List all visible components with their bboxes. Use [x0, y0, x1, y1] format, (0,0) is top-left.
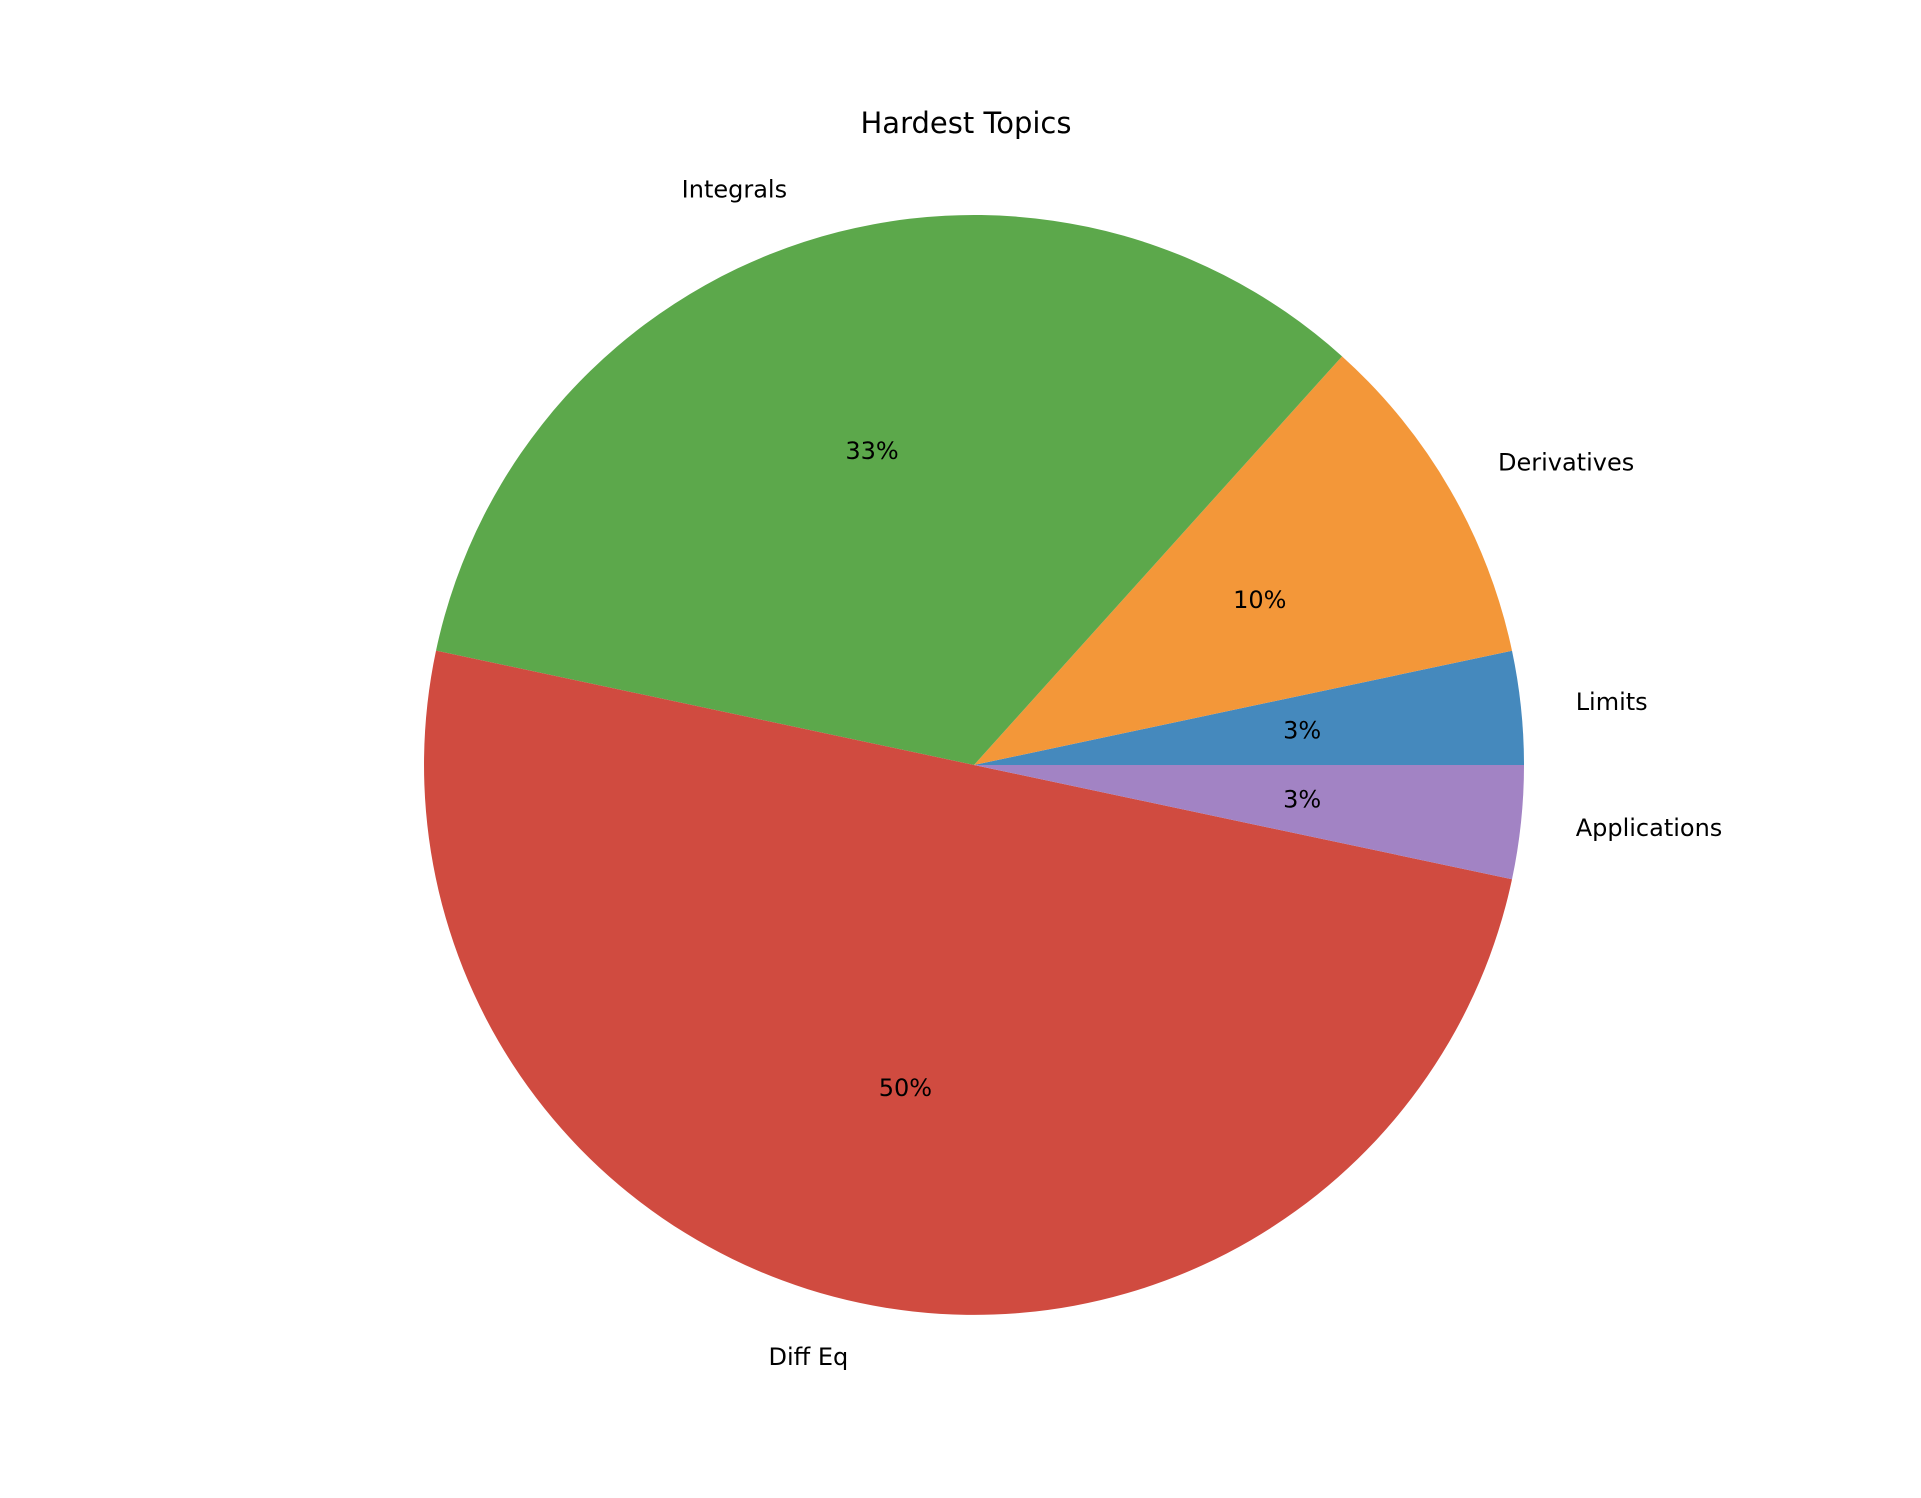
pie-slice-derivatives [974, 356, 1513, 765]
chart-title: Hardest Topics [861, 106, 1072, 140]
pie-slice-diff-eq [424, 650, 1513, 1315]
slice-percent-diff-eq: 50% [879, 1074, 932, 1102]
slice-label-limits: Limits [1576, 688, 1648, 716]
slice-label-derivatives: Derivatives [1498, 449, 1634, 477]
slice-percent-integrals: 33% [845, 437, 898, 465]
pie-slice-integrals [436, 215, 1343, 765]
slice-label-diff-eq: Diff Eq [769, 1343, 849, 1371]
pie-slice-limits [974, 650, 1524, 765]
slice-percent-limits: 3% [1283, 717, 1321, 745]
pie-slices [424, 215, 1524, 1315]
pie-slice-applications [974, 765, 1524, 880]
slice-percent-derivatives: 10% [1233, 586, 1286, 614]
pie-labels: Limits 3% Derivatives 10% Integrals 33% Diff E… [682, 176, 1723, 1371]
slice-label-applications: Applications [1576, 814, 1723, 842]
slice-label-integrals: Integrals [682, 176, 787, 204]
slice-percent-applications: 3% [1283, 785, 1321, 813]
